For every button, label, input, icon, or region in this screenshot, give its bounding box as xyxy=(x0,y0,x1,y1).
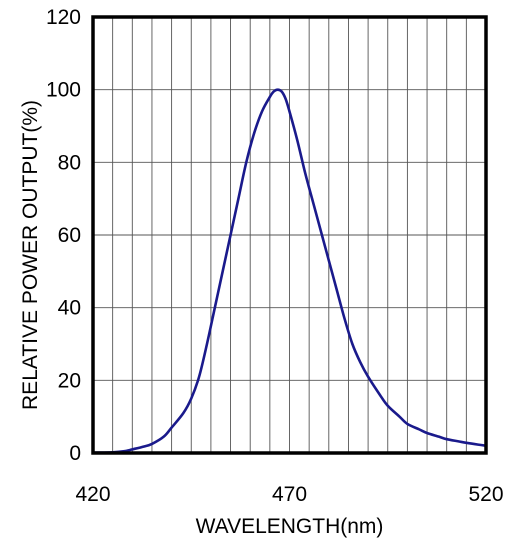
y-tick-label: 0 xyxy=(69,442,81,465)
grid xyxy=(93,17,486,453)
y-tick-label: 40 xyxy=(58,297,81,320)
plot-frame xyxy=(91,15,488,455)
y-tick-labels: 0 20 40 60 80 100 120 xyxy=(46,6,81,465)
x-tick-label: 520 xyxy=(468,483,503,506)
y-tick-label: 100 xyxy=(46,79,81,102)
x-tick-labels: 420 470 520 xyxy=(75,483,503,506)
series-line xyxy=(91,88,488,454)
x-tick-label: 470 xyxy=(272,483,307,506)
y-tick-label: 80 xyxy=(58,151,81,174)
y-tick-label: 20 xyxy=(58,369,81,392)
y-tick-label: 120 xyxy=(46,6,81,29)
y-axis-title: RELATIVE POWER OUTPUT(%) xyxy=(19,100,42,410)
y-tick-label: 60 xyxy=(58,224,81,247)
x-tick-label: 420 xyxy=(75,483,110,506)
x-axis-title: WAVELENGTH(nm) xyxy=(196,515,384,538)
